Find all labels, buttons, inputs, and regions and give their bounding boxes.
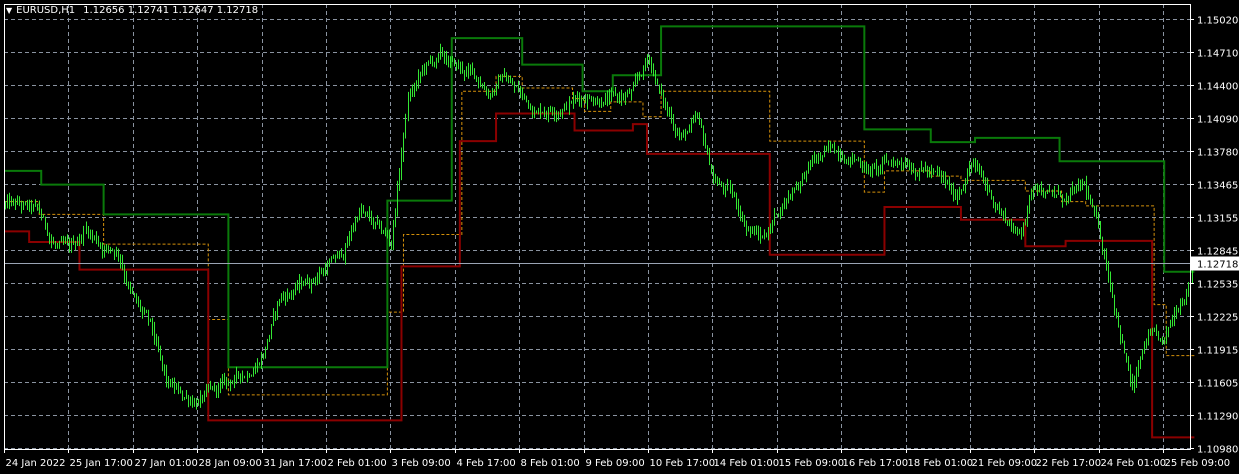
time-tick-label: 24 Jan 2022 (6, 458, 66, 469)
time-tick-label: 28 Jan 09:00 (199, 458, 262, 469)
time-tick-label: 22 Feb 17:00 (1036, 458, 1102, 469)
price-tick-label: 1.12535 (1197, 280, 1238, 291)
price-bars (5, 43, 1193, 410)
price-tick-label: 1.11605 (1197, 379, 1238, 390)
price-tick-label: 1.11915 (1197, 346, 1238, 357)
price-tick-label: 1.14400 (1197, 82, 1238, 93)
mid-step-line (5, 75, 1195, 396)
price-tick-label: 1.14710 (1197, 49, 1238, 60)
time-tick-label: 8 Feb 01:00 (521, 458, 580, 469)
grid (4, 4, 1190, 449)
triangle-down-icon[interactable]: ▼ (6, 6, 13, 15)
time-tick-label: 25 Feb 09:00 (1165, 458, 1231, 469)
indicator-lines (4, 25, 1195, 439)
price-tick-label: 1.15020 (1197, 16, 1238, 27)
current-price-box (1191, 256, 1239, 271)
price-tick-label: 1.11290 (1197, 412, 1238, 423)
time-tick-label: 16 Feb 17:00 (843, 458, 909, 469)
chart-frame (4, 4, 1191, 450)
time-tick-label: 9 Feb 09:00 (586, 458, 645, 469)
time-tick-label: 31 Jan 17:00 (264, 458, 327, 469)
price-tick-label: 1.12845 (1197, 247, 1238, 258)
time-tick-label: 25 Jan 17:00 (70, 458, 133, 469)
time-tick-label: 14 Feb 01:00 (714, 458, 780, 469)
price-tick-label: 1.13465 (1197, 181, 1238, 192)
lower-step-line (5, 112, 1195, 439)
chart-title: ▼ EURUSD,H1 1.12656 1.12741 1.12647 1.12… (6, 5, 258, 16)
ohlc-values: 1.12656 1.12741 1.12647 1.12718 (83, 5, 259, 16)
time-tick-label: 4 Feb 17:00 (457, 458, 516, 469)
time-tick-label: 10 Feb 17:00 (650, 458, 716, 469)
time-tick-label: 24 Feb 01:00 (1101, 458, 1167, 469)
price-tick-label: 1.14090 (1197, 115, 1238, 126)
symbol-label: EURUSD,H1 (16, 5, 76, 16)
price-tick-label: 1.10980 (1197, 445, 1238, 456)
price-tick-label: 1.13155 (1197, 214, 1238, 225)
time-tick-label: 3 Feb 09:00 (392, 458, 451, 469)
price-tick-label: 1.13780 (1197, 148, 1238, 159)
time-tick-label: 21 Feb 09:00 (972, 458, 1038, 469)
time-tick-label: 27 Jan 01:00 (135, 458, 198, 469)
upper-step-line (5, 25, 1195, 369)
current-price-label: 1.12718 (1197, 260, 1238, 271)
time-tick-label: 15 Feb 09:00 (779, 458, 845, 469)
axes: 1.15020 1.14710 1.14400 1.14090 1.13780 1.134… (4, 4, 1239, 469)
time-tick-label: 2 Feb 01:00 (328, 458, 387, 469)
time-tick-label: 18 Feb 01:00 (908, 458, 974, 469)
price-tick-label: 1.12225 (1197, 313, 1238, 324)
